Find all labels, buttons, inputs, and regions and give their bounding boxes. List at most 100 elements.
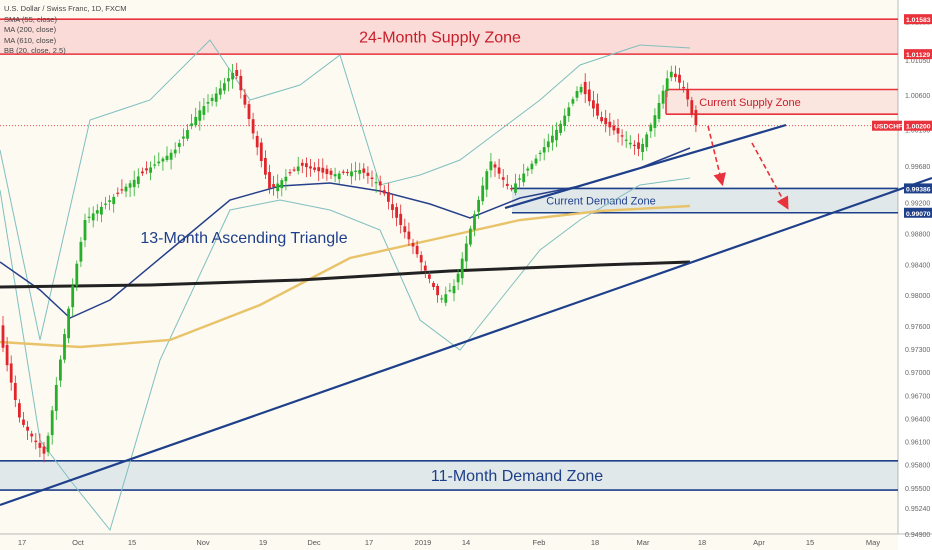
candle-body: [243, 94, 247, 105]
arrow-to-lower-demand: [751, 142, 789, 210]
candle-body: [30, 433, 34, 437]
candle-body: [120, 189, 124, 191]
x-tick-label: Mar: [637, 538, 650, 547]
triangle-upper-trendline: [504, 123, 787, 210]
candle-body: [575, 91, 579, 98]
candle-body: [460, 258, 464, 279]
y-tick-label: 0.96700: [905, 393, 930, 400]
candle-body: [624, 139, 628, 141]
zone-demand-box: [0, 460, 898, 491]
y-tick-label: 1.00150: [905, 128, 930, 135]
candle-body: [124, 186, 128, 192]
x-tick-label: Oct: [72, 538, 85, 547]
candle-body: [579, 86, 583, 93]
candle-body: [415, 245, 419, 255]
price-tag-box: [872, 120, 902, 131]
candle-body: [559, 123, 562, 133]
candle-body: [682, 87, 685, 89]
candle-body: [378, 181, 382, 186]
zone-label: Current Supply Zone: [699, 97, 801, 109]
candle-body: [128, 183, 132, 188]
candle-body: [63, 334, 66, 360]
candle-body: [13, 383, 17, 401]
y-tick-label: 1.01050: [905, 58, 930, 65]
y-tick-label: 0.95500: [905, 486, 930, 493]
candle-body: [633, 144, 636, 147]
zone-label: 11-Month Demand Zone: [431, 468, 603, 485]
candle-body: [42, 446, 46, 454]
candle-body: [485, 171, 489, 190]
x-tick-label: 17: [365, 538, 373, 547]
candle-body: [448, 290, 452, 292]
candle-body: [555, 129, 558, 141]
candle-body: [358, 170, 362, 174]
candle-body: [542, 147, 546, 153]
price-axis-panel: [898, 0, 932, 550]
candles: [1, 62, 698, 463]
candle-body: [95, 210, 99, 214]
candle-body: [116, 192, 120, 194]
y-tick-label: 1.00600: [905, 93, 930, 100]
candle-body: [665, 78, 669, 92]
candle-body: [227, 78, 230, 82]
price-tag-label: 0.99070: [906, 211, 931, 218]
price-tag-label: 1.00200: [906, 124, 931, 131]
candle-body: [218, 88, 222, 95]
legend-ma200: MA (200, close): [4, 25, 57, 34]
candle-body: [407, 231, 411, 240]
legend-bb: BB (20, close, 2.5): [4, 46, 66, 55]
x-tick-label: 2019: [415, 538, 432, 547]
candle-body: [497, 167, 501, 174]
candle-body: [300, 162, 304, 166]
candle-body: [526, 168, 530, 171]
y-tick-label: 0.98000: [905, 293, 930, 300]
candle-body: [214, 93, 218, 102]
candle-body: [317, 167, 321, 172]
x-tick-label: Feb: [533, 538, 546, 547]
y-tick-label: 0.99680: [905, 164, 930, 171]
candle-body: [391, 204, 394, 210]
arrow-to-demand: [707, 125, 726, 187]
candle-body: [567, 107, 571, 117]
y-tick-label: 0.95240: [905, 506, 930, 513]
candle-body: [505, 183, 509, 186]
candle-body: [75, 263, 79, 286]
y-tick-label: 0.94900: [905, 532, 930, 539]
candle-body: [280, 180, 284, 189]
candle-body: [337, 173, 341, 180]
candle-body: [473, 214, 476, 230]
candle-body: [276, 183, 280, 192]
candle-body: [182, 136, 185, 139]
candle-body: [5, 344, 9, 366]
candle-body: [399, 213, 403, 225]
candle-body: [255, 135, 259, 148]
candle-body: [694, 109, 698, 125]
x-tick-label: 18: [698, 538, 706, 547]
candle-body: [423, 265, 427, 271]
y-tick-label: 0.99200: [905, 201, 930, 208]
legend-sma55: SMA (55, close): [4, 14, 57, 24]
candle-body: [177, 143, 181, 147]
candle-body: [411, 243, 415, 247]
candle-body: [571, 99, 575, 104]
candle-body: [477, 199, 480, 212]
candle-body: [141, 171, 144, 174]
candle-body: [600, 117, 603, 122]
price-tag-box: [904, 183, 932, 194]
candle-body: [108, 200, 111, 202]
x-tick-label: 14: [462, 538, 470, 547]
candle-body: [313, 167, 316, 170]
candle-body: [362, 168, 366, 173]
price-tag-label: 1.01583: [906, 17, 931, 24]
candle-body: [641, 143, 644, 153]
candle-body: [456, 273, 460, 283]
candle-body: [1, 325, 5, 348]
candle-body: [26, 426, 29, 431]
candle-body: [432, 283, 435, 287]
candle-body: [645, 134, 649, 148]
y-tick-label: 0.95800: [905, 463, 930, 470]
candle-body: [551, 135, 554, 143]
candle-body: [202, 106, 206, 115]
candle-body: [419, 255, 423, 263]
candle-body: [382, 190, 386, 194]
